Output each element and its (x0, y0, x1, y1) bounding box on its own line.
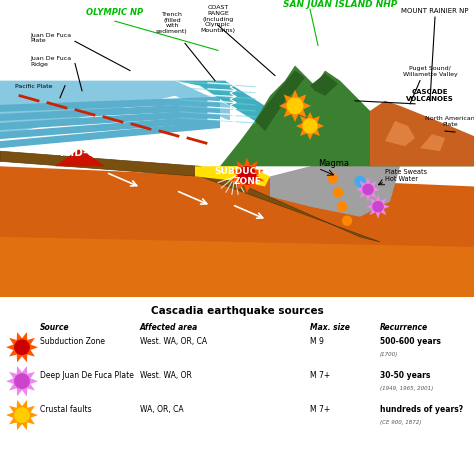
Polygon shape (220, 65, 474, 166)
Circle shape (363, 184, 373, 195)
Text: (CE 900, 1872): (CE 900, 1872) (380, 420, 421, 425)
Circle shape (373, 201, 383, 212)
Polygon shape (6, 332, 38, 362)
Text: Magma: Magma (318, 160, 349, 168)
Polygon shape (230, 157, 264, 194)
Polygon shape (0, 177, 474, 297)
Text: M 7+: M 7+ (310, 405, 330, 414)
Text: Juan De Fuca
Plate: Juan De Fuca Plate (30, 33, 71, 43)
Polygon shape (0, 103, 220, 121)
Text: Puget Sound/
Willamette Valley: Puget Sound/ Willamette Valley (402, 66, 457, 77)
Circle shape (355, 177, 365, 186)
Text: Pacific Plate: Pacific Plate (15, 84, 53, 89)
Circle shape (328, 174, 337, 183)
Text: hundreds of years?: hundreds of years? (380, 405, 463, 414)
Text: (1700): (1700) (380, 352, 398, 357)
Polygon shape (0, 166, 474, 247)
Circle shape (303, 119, 317, 133)
Polygon shape (310, 74, 338, 96)
Text: Crustal faults: Crustal faults (40, 405, 91, 414)
Text: CASCADE
VOLCANOES: CASCADE VOLCANOES (406, 89, 454, 102)
Text: Deep Juan De Fuca Plate: Deep Juan De Fuca Plate (40, 371, 134, 380)
Text: 30-50 years: 30-50 years (380, 371, 430, 380)
Polygon shape (55, 148, 105, 166)
Polygon shape (385, 121, 415, 146)
Text: SUBDUCTION
ZONE: SUBDUCTION ZONE (214, 167, 282, 186)
Circle shape (343, 216, 352, 225)
Text: Max. size: Max. size (310, 323, 350, 332)
Circle shape (15, 408, 29, 422)
Text: OLYMPIC NP: OLYMPIC NP (86, 8, 144, 17)
Polygon shape (195, 166, 270, 186)
Polygon shape (279, 90, 311, 122)
Text: M 9: M 9 (310, 337, 324, 346)
Text: Juan De Fuca
Ridge: Juan De Fuca Ridge (30, 56, 71, 66)
Bar (0, 0, 474, 166)
Circle shape (287, 98, 303, 113)
Text: North American
Plate: North American Plate (425, 116, 474, 127)
Text: Trench
(filled
with
sediment): Trench (filled with sediment) (156, 12, 188, 34)
Circle shape (15, 374, 29, 388)
Polygon shape (0, 115, 220, 139)
Polygon shape (420, 134, 445, 151)
Text: 500-600 years: 500-600 years (380, 337, 441, 346)
Text: West. WA, OR: West. WA, OR (140, 371, 192, 380)
Polygon shape (366, 195, 390, 219)
Polygon shape (356, 177, 380, 201)
Text: Plate Sweats
Hot Water: Plate Sweats Hot Water (385, 170, 427, 183)
Text: West. WA, OR, CA: West. WA, OR, CA (140, 337, 207, 346)
Text: Subduction Zone: Subduction Zone (40, 337, 105, 346)
Text: MOUNT RAINIER NP: MOUNT RAINIER NP (401, 8, 469, 14)
Text: Cascadia earthquake sources: Cascadia earthquake sources (151, 306, 323, 316)
Text: Source: Source (40, 323, 70, 332)
Circle shape (334, 188, 343, 197)
Polygon shape (370, 101, 474, 166)
Polygon shape (270, 156, 400, 217)
Polygon shape (175, 81, 270, 121)
Text: WA, OR, CA: WA, OR, CA (140, 405, 183, 414)
Text: Affected area: Affected area (140, 323, 198, 332)
Polygon shape (0, 121, 220, 148)
Circle shape (337, 202, 346, 211)
Polygon shape (6, 400, 38, 430)
Polygon shape (0, 109, 220, 130)
Circle shape (238, 167, 255, 184)
Polygon shape (0, 151, 380, 242)
Text: SAN JUAN ISLAND NHP: SAN JUAN ISLAND NHP (283, 0, 397, 9)
Polygon shape (6, 366, 38, 396)
Polygon shape (255, 71, 305, 131)
Circle shape (15, 340, 29, 355)
Polygon shape (0, 81, 230, 151)
Text: MID-OCEAN RIDGE: MID-OCEAN RIDGE (60, 148, 167, 158)
Text: Recurrence: Recurrence (380, 323, 428, 332)
Text: COAST
RANGE
(Including
Olympic
Mountains): COAST RANGE (Including Olympic Mountains… (201, 5, 236, 33)
Text: M 7+: M 7+ (310, 371, 330, 380)
Polygon shape (0, 97, 220, 112)
Polygon shape (0, 237, 474, 297)
Polygon shape (296, 112, 324, 140)
Text: (1949, 1965, 2001): (1949, 1965, 2001) (380, 386, 433, 390)
